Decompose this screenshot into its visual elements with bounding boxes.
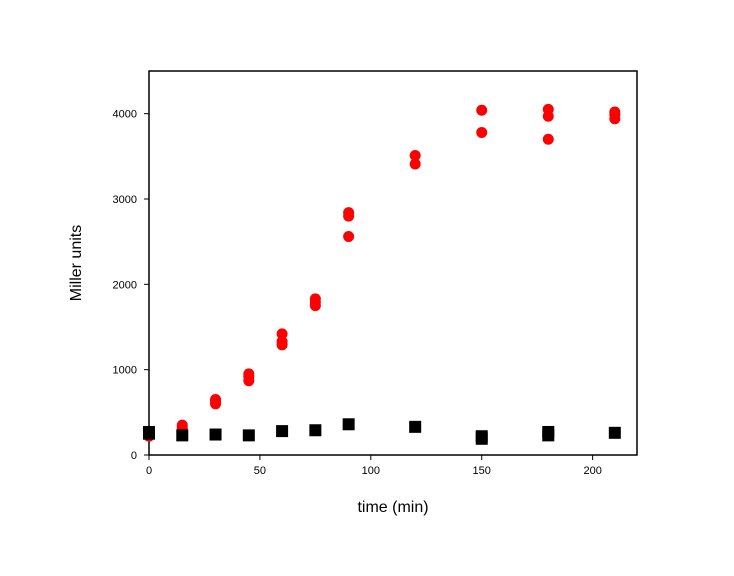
series-1-circle-point — [343, 207, 355, 219]
series-1-circle-point — [409, 158, 421, 170]
series-1-circle-point — [243, 368, 255, 380]
series-2-square-point — [276, 425, 289, 438]
series-2-square-point — [409, 420, 422, 433]
series-2-square-point — [176, 429, 189, 442]
data-points — [143, 103, 621, 445]
series-1-circle-point — [276, 328, 288, 340]
series-1-circle-point — [309, 293, 321, 305]
series-1-circle-point — [542, 133, 554, 145]
series-1-circle-point — [409, 149, 421, 161]
series-2-square-point — [209, 428, 222, 441]
series-1-circle-point — [176, 419, 188, 431]
y-tick-label: 4000 — [113, 109, 137, 121]
x-axis-label: time (min) — [357, 499, 428, 516]
series-2-square-point — [143, 425, 155, 438]
y-tick-label: 0 — [131, 450, 137, 462]
y-tick-label: 3000 — [113, 194, 137, 206]
series-1-circle-point — [343, 231, 355, 243]
x-axis-ticks: 0 50 100 150 200 — [146, 455, 602, 477]
y-axis-label: Miller units — [68, 225, 85, 301]
series-1-circle-point — [542, 103, 554, 115]
x-tick-label: 200 — [583, 465, 601, 477]
series-1-circle-point — [210, 394, 222, 406]
y-tick-label: 1000 — [113, 365, 137, 377]
x-tick-label: 150 — [473, 465, 491, 477]
series-1-circle-point — [476, 104, 488, 116]
series-1-circle-point — [276, 336, 288, 348]
series-2-square-point — [242, 429, 255, 442]
series-2-square-point — [309, 424, 322, 437]
series-1-circle-point — [609, 106, 621, 118]
x-tick-label: 50 — [254, 465, 266, 477]
plot-frame — [148, 70, 638, 456]
y-axis-ticks: 0 1000 2000 3000 4000 — [113, 109, 149, 462]
y-tick-label: 2000 — [113, 279, 137, 291]
x-tick-label: 0 — [146, 465, 152, 477]
x-tick-label: 100 — [362, 465, 380, 477]
series-2-square-point — [542, 425, 555, 438]
series-2-square-point — [475, 430, 488, 443]
series-2-square-point — [342, 418, 355, 431]
series-2-square-point — [608, 426, 621, 439]
series-1-circle-point — [476, 126, 488, 138]
